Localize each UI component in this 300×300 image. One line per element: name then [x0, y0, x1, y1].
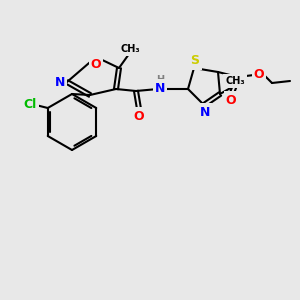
Text: O: O [226, 94, 236, 106]
Text: CH₃: CH₃ [120, 44, 140, 54]
Text: H: H [156, 75, 164, 85]
Text: CH₃: CH₃ [225, 76, 245, 86]
Text: O: O [91, 58, 101, 70]
Text: Cl: Cl [23, 98, 36, 112]
Text: N: N [200, 106, 210, 118]
Text: S: S [190, 55, 200, 68]
Text: O: O [134, 110, 144, 122]
Text: N: N [155, 82, 165, 94]
Text: O: O [254, 68, 264, 80]
Text: N: N [55, 76, 65, 88]
